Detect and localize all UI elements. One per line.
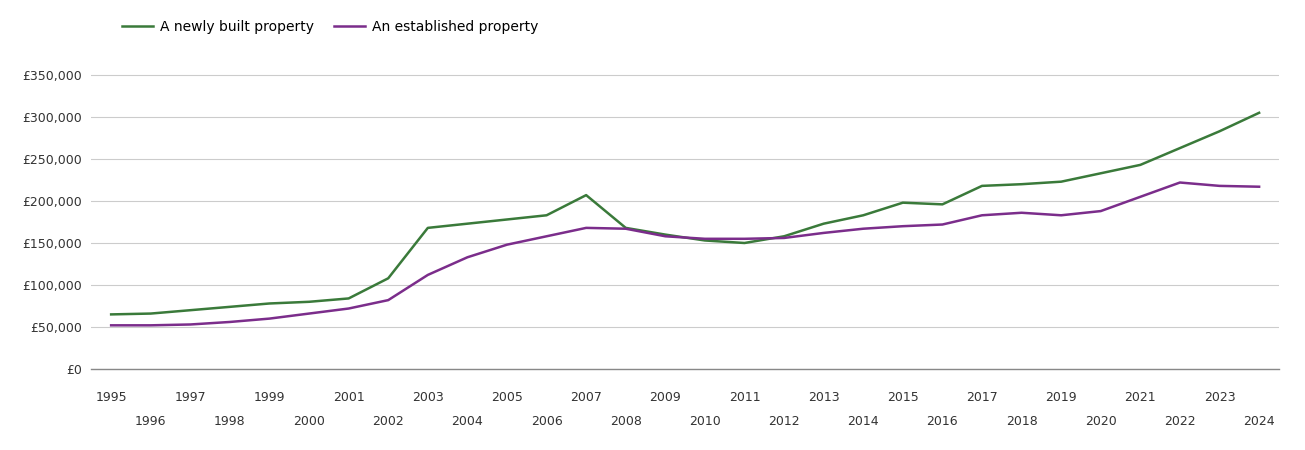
An established property — [1014, 210, 1030, 216]
A newly built property — [262, 301, 278, 306]
An established property — [103, 323, 119, 328]
Text: 2014: 2014 — [847, 415, 880, 428]
Text: 2023: 2023 — [1203, 391, 1236, 404]
A newly built property — [144, 311, 159, 316]
A newly built property — [1014, 181, 1030, 187]
An established property — [658, 234, 673, 239]
An established property — [420, 272, 436, 278]
An established property — [1212, 183, 1228, 189]
An established property — [1053, 212, 1069, 218]
An established property — [500, 242, 515, 248]
Text: 1998: 1998 — [214, 415, 245, 428]
A newly built property — [895, 200, 911, 205]
A newly built property — [459, 221, 475, 226]
A newly built property — [1251, 110, 1267, 116]
A newly built property — [697, 238, 713, 243]
Text: 2006: 2006 — [531, 415, 562, 428]
Text: 1997: 1997 — [175, 391, 206, 404]
An established property — [934, 222, 950, 227]
An established property — [301, 311, 317, 316]
A newly built property — [816, 221, 831, 226]
Line: A newly built property: A newly built property — [111, 113, 1259, 315]
Text: 2011: 2011 — [728, 391, 761, 404]
Text: 2002: 2002 — [372, 415, 405, 428]
A newly built property — [341, 296, 356, 301]
An established property — [539, 234, 555, 239]
A newly built property — [1053, 179, 1069, 184]
Text: 2005: 2005 — [491, 391, 523, 404]
Text: 2021: 2021 — [1125, 391, 1156, 404]
Text: 2020: 2020 — [1084, 415, 1117, 428]
Text: 2016: 2016 — [927, 415, 958, 428]
An established property — [341, 306, 356, 311]
A newly built property — [578, 193, 594, 198]
An established property — [697, 236, 713, 242]
A newly built property — [737, 240, 753, 246]
An established property — [895, 224, 911, 229]
A newly built property — [1094, 171, 1109, 176]
Legend: A newly built property, An established property: A newly built property, An established p… — [123, 20, 538, 34]
Text: 2003: 2003 — [412, 391, 444, 404]
An established property — [262, 316, 278, 321]
A newly built property — [619, 225, 634, 230]
A newly built property — [658, 232, 673, 237]
An established property — [776, 235, 792, 241]
Text: 1996: 1996 — [134, 415, 167, 428]
Text: 2015: 2015 — [887, 391, 919, 404]
A newly built property — [1133, 162, 1148, 167]
An established property — [459, 255, 475, 260]
Text: 2001: 2001 — [333, 391, 364, 404]
A newly built property — [103, 312, 119, 317]
Text: 2004: 2004 — [452, 415, 483, 428]
Text: 2022: 2022 — [1164, 415, 1195, 428]
A newly built property — [381, 275, 397, 281]
Text: 2019: 2019 — [1045, 391, 1077, 404]
Line: An established property: An established property — [111, 183, 1259, 325]
An established property — [144, 323, 159, 328]
An established property — [619, 226, 634, 231]
An established property — [1133, 194, 1148, 199]
A newly built property — [500, 217, 515, 222]
Text: 2000: 2000 — [294, 415, 325, 428]
Text: 1999: 1999 — [253, 391, 286, 404]
A newly built property — [539, 212, 555, 218]
A newly built property — [222, 304, 238, 310]
Text: 2017: 2017 — [966, 391, 998, 404]
A newly built property — [934, 202, 950, 207]
A newly built property — [1172, 145, 1188, 151]
Text: 2012: 2012 — [769, 415, 800, 428]
An established property — [816, 230, 831, 236]
Text: 2024: 2024 — [1244, 415, 1275, 428]
An established property — [737, 236, 753, 242]
Text: 2007: 2007 — [570, 391, 602, 404]
A newly built property — [301, 299, 317, 305]
A newly built property — [776, 234, 792, 239]
A newly built property — [183, 307, 198, 313]
Text: 2010: 2010 — [689, 415, 720, 428]
An established property — [975, 212, 990, 218]
An established property — [1094, 208, 1109, 214]
An established property — [578, 225, 594, 230]
Text: 2013: 2013 — [808, 391, 839, 404]
An established property — [1172, 180, 1188, 185]
Text: 2018: 2018 — [1006, 415, 1037, 428]
Text: 1995: 1995 — [95, 391, 127, 404]
Text: 2008: 2008 — [609, 415, 642, 428]
An established property — [222, 319, 238, 324]
Text: 2009: 2009 — [650, 391, 681, 404]
A newly built property — [420, 225, 436, 230]
A newly built property — [1212, 129, 1228, 134]
A newly built property — [856, 212, 872, 218]
An established property — [381, 297, 397, 303]
A newly built property — [975, 183, 990, 189]
An established property — [183, 322, 198, 327]
An established property — [1251, 184, 1267, 189]
An established property — [856, 226, 872, 231]
